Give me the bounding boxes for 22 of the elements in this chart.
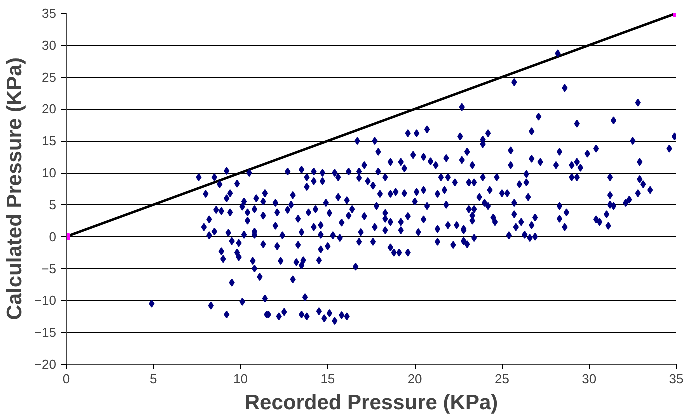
x-tick-label: 30 xyxy=(582,372,597,386)
x-tick-label: 35 xyxy=(669,372,684,386)
y-tick-label: −10 xyxy=(34,293,57,308)
y-tick-label: −15 xyxy=(34,325,57,340)
x-axis-title: Recorded Pressure (KPa) xyxy=(244,392,498,414)
y-tick-label: 15 xyxy=(42,134,57,149)
x-tick-label: 5 xyxy=(150,372,158,386)
y-tick-label: −20 xyxy=(34,357,57,372)
y-tick-label: 30 xyxy=(42,38,57,53)
y-tick-label: 5 xyxy=(49,197,57,212)
x-tick-label: 15 xyxy=(320,372,336,386)
y-axis-title: Calculated Pressure (KPa) xyxy=(3,58,26,320)
x-tick-label: 0 xyxy=(62,372,70,386)
y-tick-label: 20 xyxy=(42,102,57,117)
y-tick-label: 25 xyxy=(42,70,57,85)
y-tick-label: −5 xyxy=(42,261,57,276)
x-tick-label: 20 xyxy=(408,372,422,386)
y-tick-label: 0 xyxy=(49,229,57,244)
y-tick-label: 35 xyxy=(42,6,57,21)
x-tick-label: 10 xyxy=(234,372,248,386)
y-tick-label: 10 xyxy=(42,166,57,181)
x-tick-label: 25 xyxy=(494,372,510,386)
